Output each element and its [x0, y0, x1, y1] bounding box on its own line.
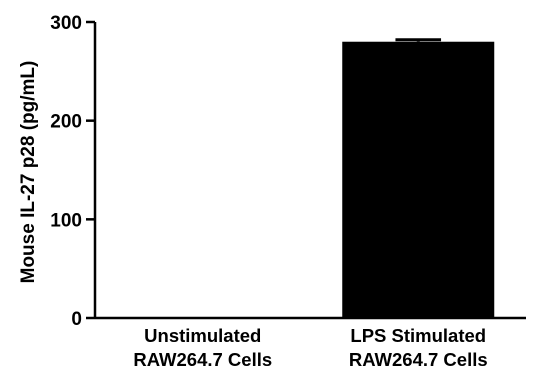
y-axis-title: Mouse IL-27 p28 (pg/mL): [18, 61, 39, 284]
y-tick-label: 200: [50, 112, 82, 133]
x-axis-labels: Unstimulated RAW264.7 Cells LPS Stimulated…: [133, 325, 487, 370]
x-category-label: Unstimulated: [144, 325, 261, 346]
y-tick-label: 100: [50, 210, 82, 231]
x-category-label: RAW264.7 Cells: [133, 349, 272, 370]
y-tick-label: 0: [71, 309, 82, 330]
y-tick-label: 300: [50, 13, 82, 34]
y-axis-ticks: 0 100 200 300: [50, 13, 95, 330]
x-category-label: RAW264.7 Cells: [349, 349, 488, 370]
bar-2: [342, 41, 495, 318]
y-axis-title-group: Mouse IL-27 p28 (pg/mL): [18, 61, 39, 284]
x-category-label: LPS Stimulated: [350, 325, 486, 346]
bars: [342, 38, 495, 318]
